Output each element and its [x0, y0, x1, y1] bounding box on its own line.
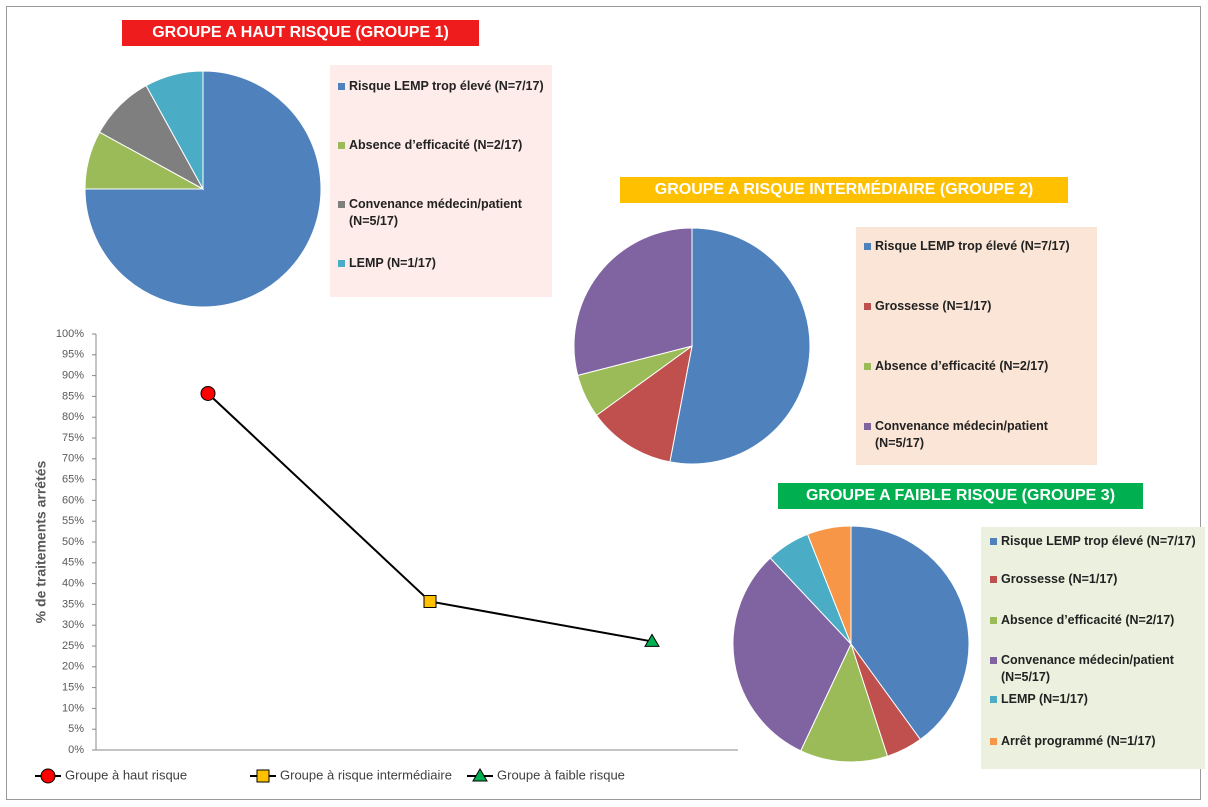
y-tick-label: 35% [62, 598, 84, 610]
y-tick-label: 25% [62, 640, 84, 652]
legend-label: Absence d’efficacité (N=2/17) [349, 138, 523, 152]
y-tick-label: 55% [62, 515, 84, 527]
pie-slice [732, 557, 852, 752]
y-tick-label: 45% [62, 557, 84, 569]
pie-slice [850, 525, 970, 741]
y-tick-label: 75% [62, 432, 84, 444]
y-tick-label: 20% [62, 661, 84, 673]
legend-swatch [338, 260, 345, 267]
y-tick-label: 5% [68, 723, 84, 735]
legend-box [856, 227, 1097, 465]
y-tick-label: 30% [62, 619, 84, 631]
y-tick-label: 40% [62, 578, 84, 590]
data-point [644, 633, 660, 647]
y-tick-label: 60% [62, 494, 84, 506]
legend-swatch [990, 696, 997, 703]
frame [6, 6, 1201, 800]
legend-label: Groupe à faible risque [497, 767, 625, 782]
data-point [200, 385, 216, 401]
pie-title: GROUPE A RISQUE INTERMÉDIAIRE (GROUPE 2) [620, 177, 1068, 203]
legend-marker [256, 769, 270, 783]
y-tick-label: 10% [62, 702, 84, 714]
legend-label: Convenance médecin/patient (N=5/17) [1001, 653, 1174, 684]
y-tick-label: 95% [62, 349, 84, 361]
legend-swatch [990, 576, 997, 583]
pie-slice [84, 70, 322, 308]
legend-swatch [990, 657, 997, 664]
y-axis-label: % de traitements arrêtés [33, 460, 49, 623]
pie-slice [145, 70, 204, 190]
y-tick-label: 100% [56, 328, 84, 340]
y-tick-label: 50% [62, 536, 84, 548]
legend-label: Arrêt programmé (N=1/17) [1001, 734, 1156, 748]
legend-swatch [338, 142, 345, 149]
legend-label: Risque LEMP trop élevé (N=7/17) [349, 79, 544, 93]
legend-swatch [338, 201, 345, 208]
pie-title: GROUPE A FAIBLE RISQUE (GROUPE 3) [778, 483, 1143, 509]
y-tick-label: 85% [62, 390, 84, 402]
pie-slice [800, 642, 889, 763]
legend-swatch [990, 738, 997, 745]
legend-swatch [338, 83, 345, 90]
legend-marker [40, 768, 56, 784]
legend-label: LEMP (N=1/17) [1001, 692, 1088, 706]
legend-label: Groupe à risque intermédiaire [280, 767, 452, 782]
legend-label: Convenance médecin/patient (N=5/17) [349, 197, 522, 228]
legend-box [330, 65, 552, 297]
legend-label: Absence d’efficacité (N=2/17) [1001, 613, 1175, 627]
y-tick-label: 65% [62, 474, 84, 486]
y-tick-label: 90% [62, 370, 84, 382]
data-point [423, 594, 437, 608]
pie-slice [806, 525, 852, 645]
legend-swatch [864, 423, 871, 430]
y-tick-label: 80% [62, 411, 84, 423]
pie-title: GROUPE A HAUT RISQUE (GROUPE 1) [122, 20, 479, 46]
pie-slice [573, 227, 693, 376]
legend-label: Groupe à haut risque [65, 767, 187, 782]
legend-swatch [864, 363, 871, 370]
legend-label: LEMP (N=1/17) [349, 256, 436, 270]
legend-box [981, 527, 1205, 769]
legend-label: Risque LEMP trop élevé (N=7/17) [875, 239, 1070, 253]
pie-slice [669, 227, 811, 465]
legend-label: Convenance médecin/patient (N=5/17) [875, 419, 1048, 450]
y-tick-label: 15% [62, 682, 84, 694]
legend-label: Grossesse (N=1/17) [875, 299, 992, 313]
y-tick-label: 0% [68, 744, 84, 756]
legend-label: Grossesse (N=1/17) [1001, 572, 1118, 586]
legend-swatch [990, 538, 997, 545]
legend-swatch [990, 617, 997, 624]
legend-label: Absence d’efficacité (N=2/17) [875, 359, 1049, 373]
legend-swatch [864, 303, 871, 310]
y-tick-label: 70% [62, 453, 84, 465]
legend-label: Risque LEMP trop élevé (N=7/17) [1001, 534, 1196, 548]
pie-slice [595, 344, 693, 463]
legend-marker [472, 768, 488, 782]
legend-swatch [864, 243, 871, 250]
